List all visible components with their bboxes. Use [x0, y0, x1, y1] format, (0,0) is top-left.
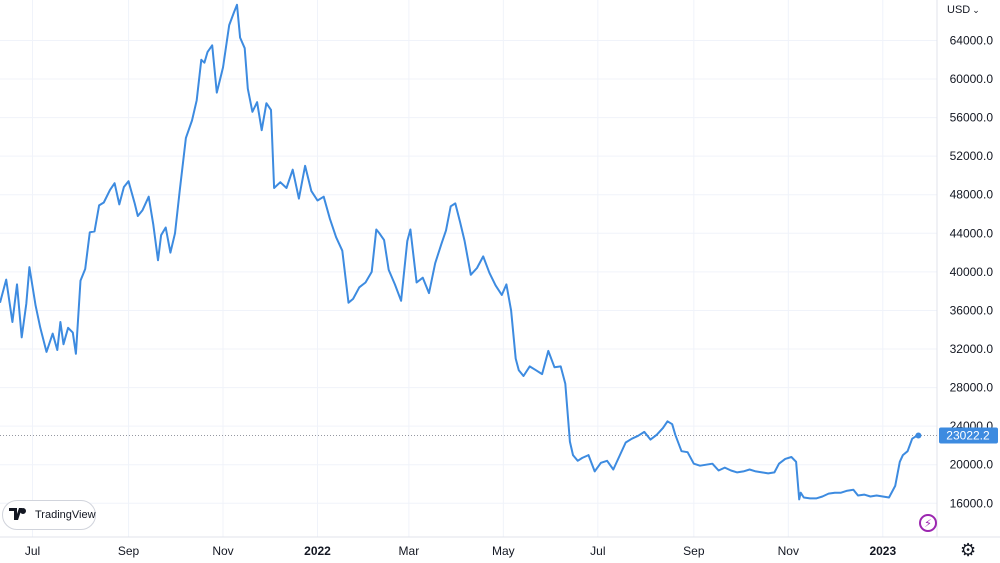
y-tick-label: 52000.0	[950, 149, 994, 163]
y-tick-label: 20000.0	[950, 458, 994, 472]
lightning-icon[interactable]: ⚡︎	[919, 514, 937, 532]
chart-grid	[0, 0, 937, 537]
price-series-line[interactable]	[0, 3, 919, 501]
price-axis[interactable]: 16000.020000.024000.028000.032000.036000…	[950, 33, 994, 510]
y-tick-label: 56000.0	[950, 111, 994, 125]
y-tick-label: 16000.0	[950, 496, 994, 510]
last-price-tag: 23022.2	[939, 427, 998, 444]
y-tick-label: 44000.0	[950, 226, 994, 240]
x-tick-label: Mar	[399, 544, 420, 558]
settings-gear-icon[interactable]: ⚙︎	[960, 540, 977, 560]
x-tick-label: Jul	[25, 544, 40, 558]
currency-label: USD	[947, 4, 971, 16]
last-price-dot	[915, 432, 922, 439]
x-tick-label: 2023	[869, 544, 896, 558]
tradingview-logo-icon	[9, 507, 29, 523]
y-tick-label: 64000.0	[950, 33, 994, 47]
last-price-label: 23022.2	[946, 429, 990, 443]
x-tick-label: Sep	[683, 544, 705, 558]
x-tick-label: Sep	[118, 544, 140, 558]
y-tick-label: 32000.0	[950, 342, 994, 356]
x-tick-label: Nov	[778, 544, 799, 558]
x-tick-label: 2022	[304, 544, 331, 558]
y-tick-label: 48000.0	[950, 188, 994, 202]
y-tick-label: 40000.0	[950, 265, 994, 279]
time-axis[interactable]: Jul Sep Nov 2022 Mar May Jul Sep Nov 2023	[25, 544, 897, 558]
y-tick-label: 28000.0	[950, 381, 994, 395]
logo-text: TradingView	[35, 509, 96, 521]
tradingview-logo[interactable]: TradingView	[2, 500, 96, 530]
y-tick-label: 60000.0	[950, 72, 994, 86]
chevron-down-icon: ⌄	[972, 5, 980, 15]
y-tick-label: 36000.0	[950, 303, 994, 317]
x-tick-label: Jul	[590, 544, 605, 558]
x-tick-label: May	[492, 544, 515, 558]
currency-selector[interactable]: USD ⌄	[947, 4, 980, 16]
x-tick-label: Nov	[212, 544, 233, 558]
